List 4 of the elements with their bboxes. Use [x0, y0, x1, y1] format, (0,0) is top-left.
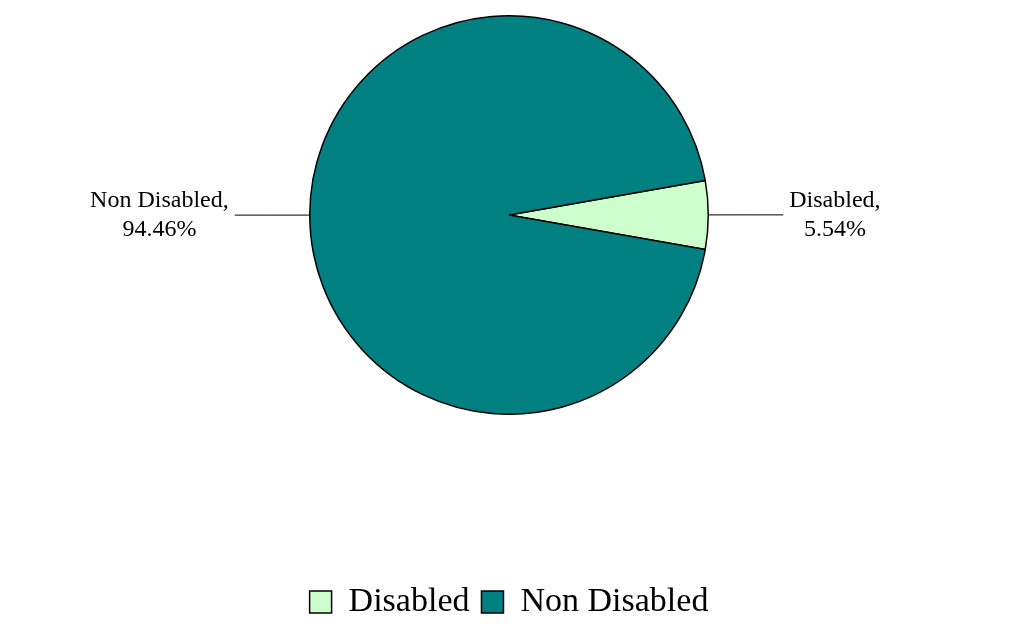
- legend-label: Non Disabled: [520, 580, 709, 618]
- legend-label: Disabled: [348, 580, 470, 618]
- data-label: Disabled, 5.54%: [789, 185, 881, 241]
- data-label: Non Disabled, 94.46%: [90, 185, 229, 241]
